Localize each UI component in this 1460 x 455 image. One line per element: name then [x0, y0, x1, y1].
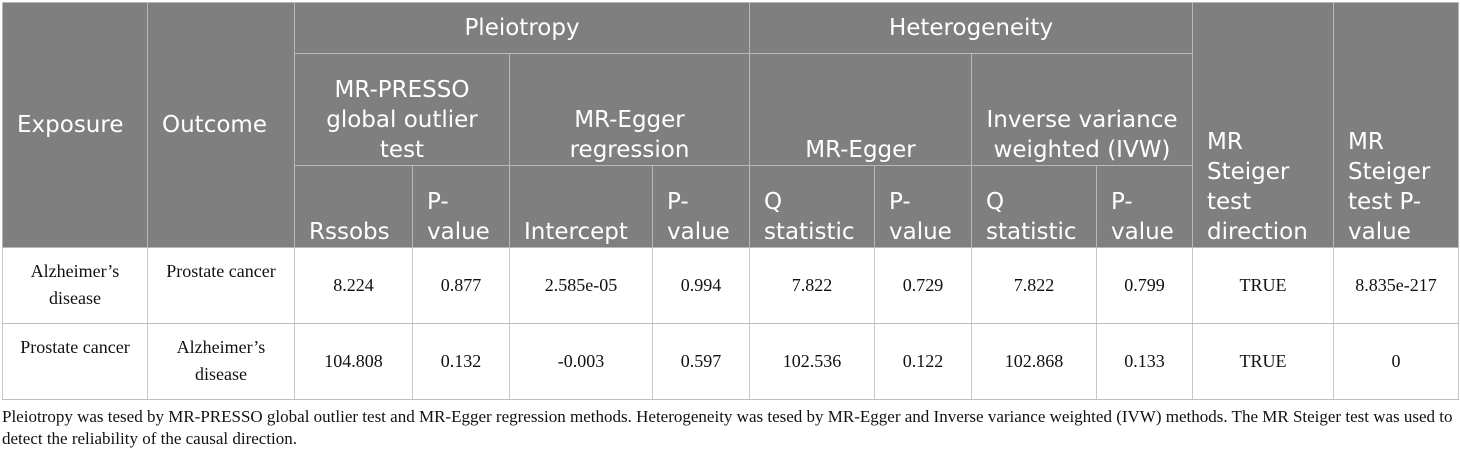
cell-steiger-pvalue: 0 [1333, 323, 1460, 400]
header-steiger-pvalue: MR Steiger test P-value [1333, 2, 1460, 248]
header-ivw-q-pvalue: P-value [1095, 165, 1194, 248]
cell-exposure: Prostate cancer [2, 323, 148, 400]
header-row-stats: Rssobs P-value Intercept P-value Q stati… [3, 165, 1459, 248]
header-mr-egger-regression: MR-Egger regression [509, 53, 750, 166]
header-presso-pvalue: P-value [412, 165, 510, 248]
header-egger-q-pvalue: P-value [874, 165, 972, 248]
cell-outcome: Prostate cancer [147, 247, 295, 324]
table-row: Alzheimer’s disease Prostate cancer 8.22… [2, 247, 1460, 324]
cell-egger-intercept: 2.585e-05 [509, 247, 653, 324]
cell-exposure: Alzheimer’s disease [2, 247, 148, 324]
cell-egger-intercept-pvalue: 0.994 [652, 247, 750, 324]
header-ivw: Inverse variance weighted (IVW) [970, 53, 1194, 166]
cell-presso-rssobs: 104.808 [294, 323, 413, 400]
header-pleiotropy: Pleiotropy [294, 2, 750, 54]
table-row: Prostate cancer Alzheimer’s disease 104.… [2, 323, 1460, 400]
header-steiger-direction: MR Steiger test direction [1192, 2, 1335, 248]
cell-ivw-q-pvalue: 0.133 [1095, 323, 1194, 400]
mr-results-table: Exposure Outcome Pleiotropy Heterogeneit… [2, 2, 1460, 400]
cell-outcome: Alzheimer’s disease [147, 323, 295, 400]
cell-egger-intercept-pvalue: 0.597 [652, 323, 750, 400]
header-mr-egger: MR-Egger [749, 53, 972, 166]
header-intercept: Intercept [509, 165, 653, 248]
cell-steiger-direction: TRUE [1192, 323, 1335, 400]
cell-ivw-q-pvalue: 0.799 [1095, 247, 1194, 324]
cell-egger-q-pvalue: 0.729 [874, 247, 972, 324]
cell-egger-q-statistic: 7.822 [749, 247, 875, 324]
header-rssobs: Rssobs [294, 165, 413, 248]
cell-steiger-direction: TRUE [1192, 247, 1335, 324]
cell-ivw-q-statistic: 7.822 [971, 247, 1097, 324]
table-footnote: Pleiotropy was tesed by MR-PRESSO global… [2, 407, 1453, 448]
header-egger-q-statistic: Q statistic [749, 165, 875, 248]
header-row-groups: Exposure Outcome Pleiotropy Heterogeneit… [2, 2, 1460, 248]
header-outcome: Outcome [147, 2, 295, 248]
header-exposure: Exposure [2, 2, 148, 248]
cell-presso-pvalue: 0.877 [412, 247, 510, 324]
cell-egger-q-pvalue: 0.122 [874, 323, 972, 400]
header-ivw-q-statistic: Q statistic [971, 165, 1097, 248]
cell-egger-q-statistic: 102.536 [749, 323, 875, 400]
header-intercept-pvalue: P-value [652, 165, 750, 248]
cell-steiger-pvalue: 8.835e-217 [1333, 247, 1460, 324]
header-mr-presso: MR-PRESSO global outlier test [294, 53, 510, 166]
header-heterogeneity: Heterogeneity [748, 2, 1194, 54]
cell-egger-intercept: -0.003 [509, 323, 653, 400]
cell-presso-rssobs: 8.224 [294, 247, 413, 324]
cell-presso-pvalue: 0.132 [412, 323, 510, 400]
cell-ivw-q-statistic: 102.868 [971, 323, 1097, 400]
header-row-methods: MR-PRESSO global outlier test MR-Egger r… [3, 53, 1459, 166]
